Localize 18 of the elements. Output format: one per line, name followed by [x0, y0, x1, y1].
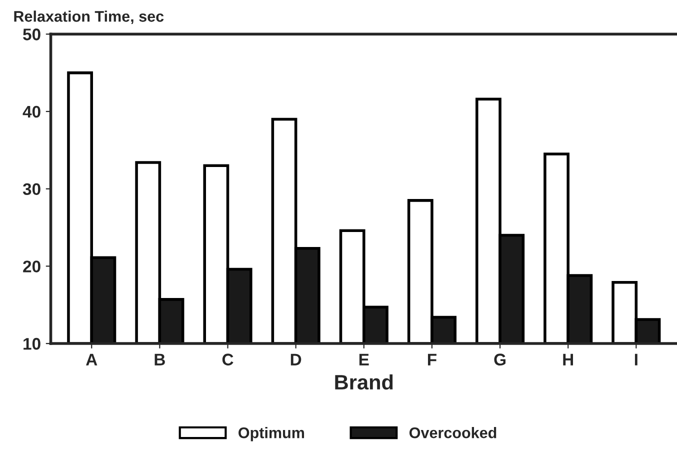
x-axis-title: Brand — [335, 374, 393, 390]
x-tick-label: A — [86, 354, 98, 366]
legend-label: Optimum — [238, 427, 304, 442]
x-tick-label: D — [290, 354, 302, 366]
x-tick-label: C — [222, 354, 234, 366]
y-tick-label: 30 — [22, 183, 40, 196]
x-tick-label: B — [154, 354, 165, 366]
x-tick-label: H — [563, 354, 573, 366]
legend-label: Overcooked — [409, 427, 496, 438]
y-tick-label: 10 — [24, 338, 40, 350]
x-tick-label: I — [634, 354, 638, 366]
y-axis-title: Relaxation Time, sec — [14, 10, 164, 24]
y-tick-label: 40 — [22, 106, 40, 118]
y-tick-label: 20 — [23, 260, 40, 272]
x-tick-label: G — [494, 354, 506, 366]
x-tick-label: F — [428, 354, 436, 366]
y-tick-label: 50 — [23, 28, 40, 40]
x-tick-label: E — [359, 354, 369, 366]
